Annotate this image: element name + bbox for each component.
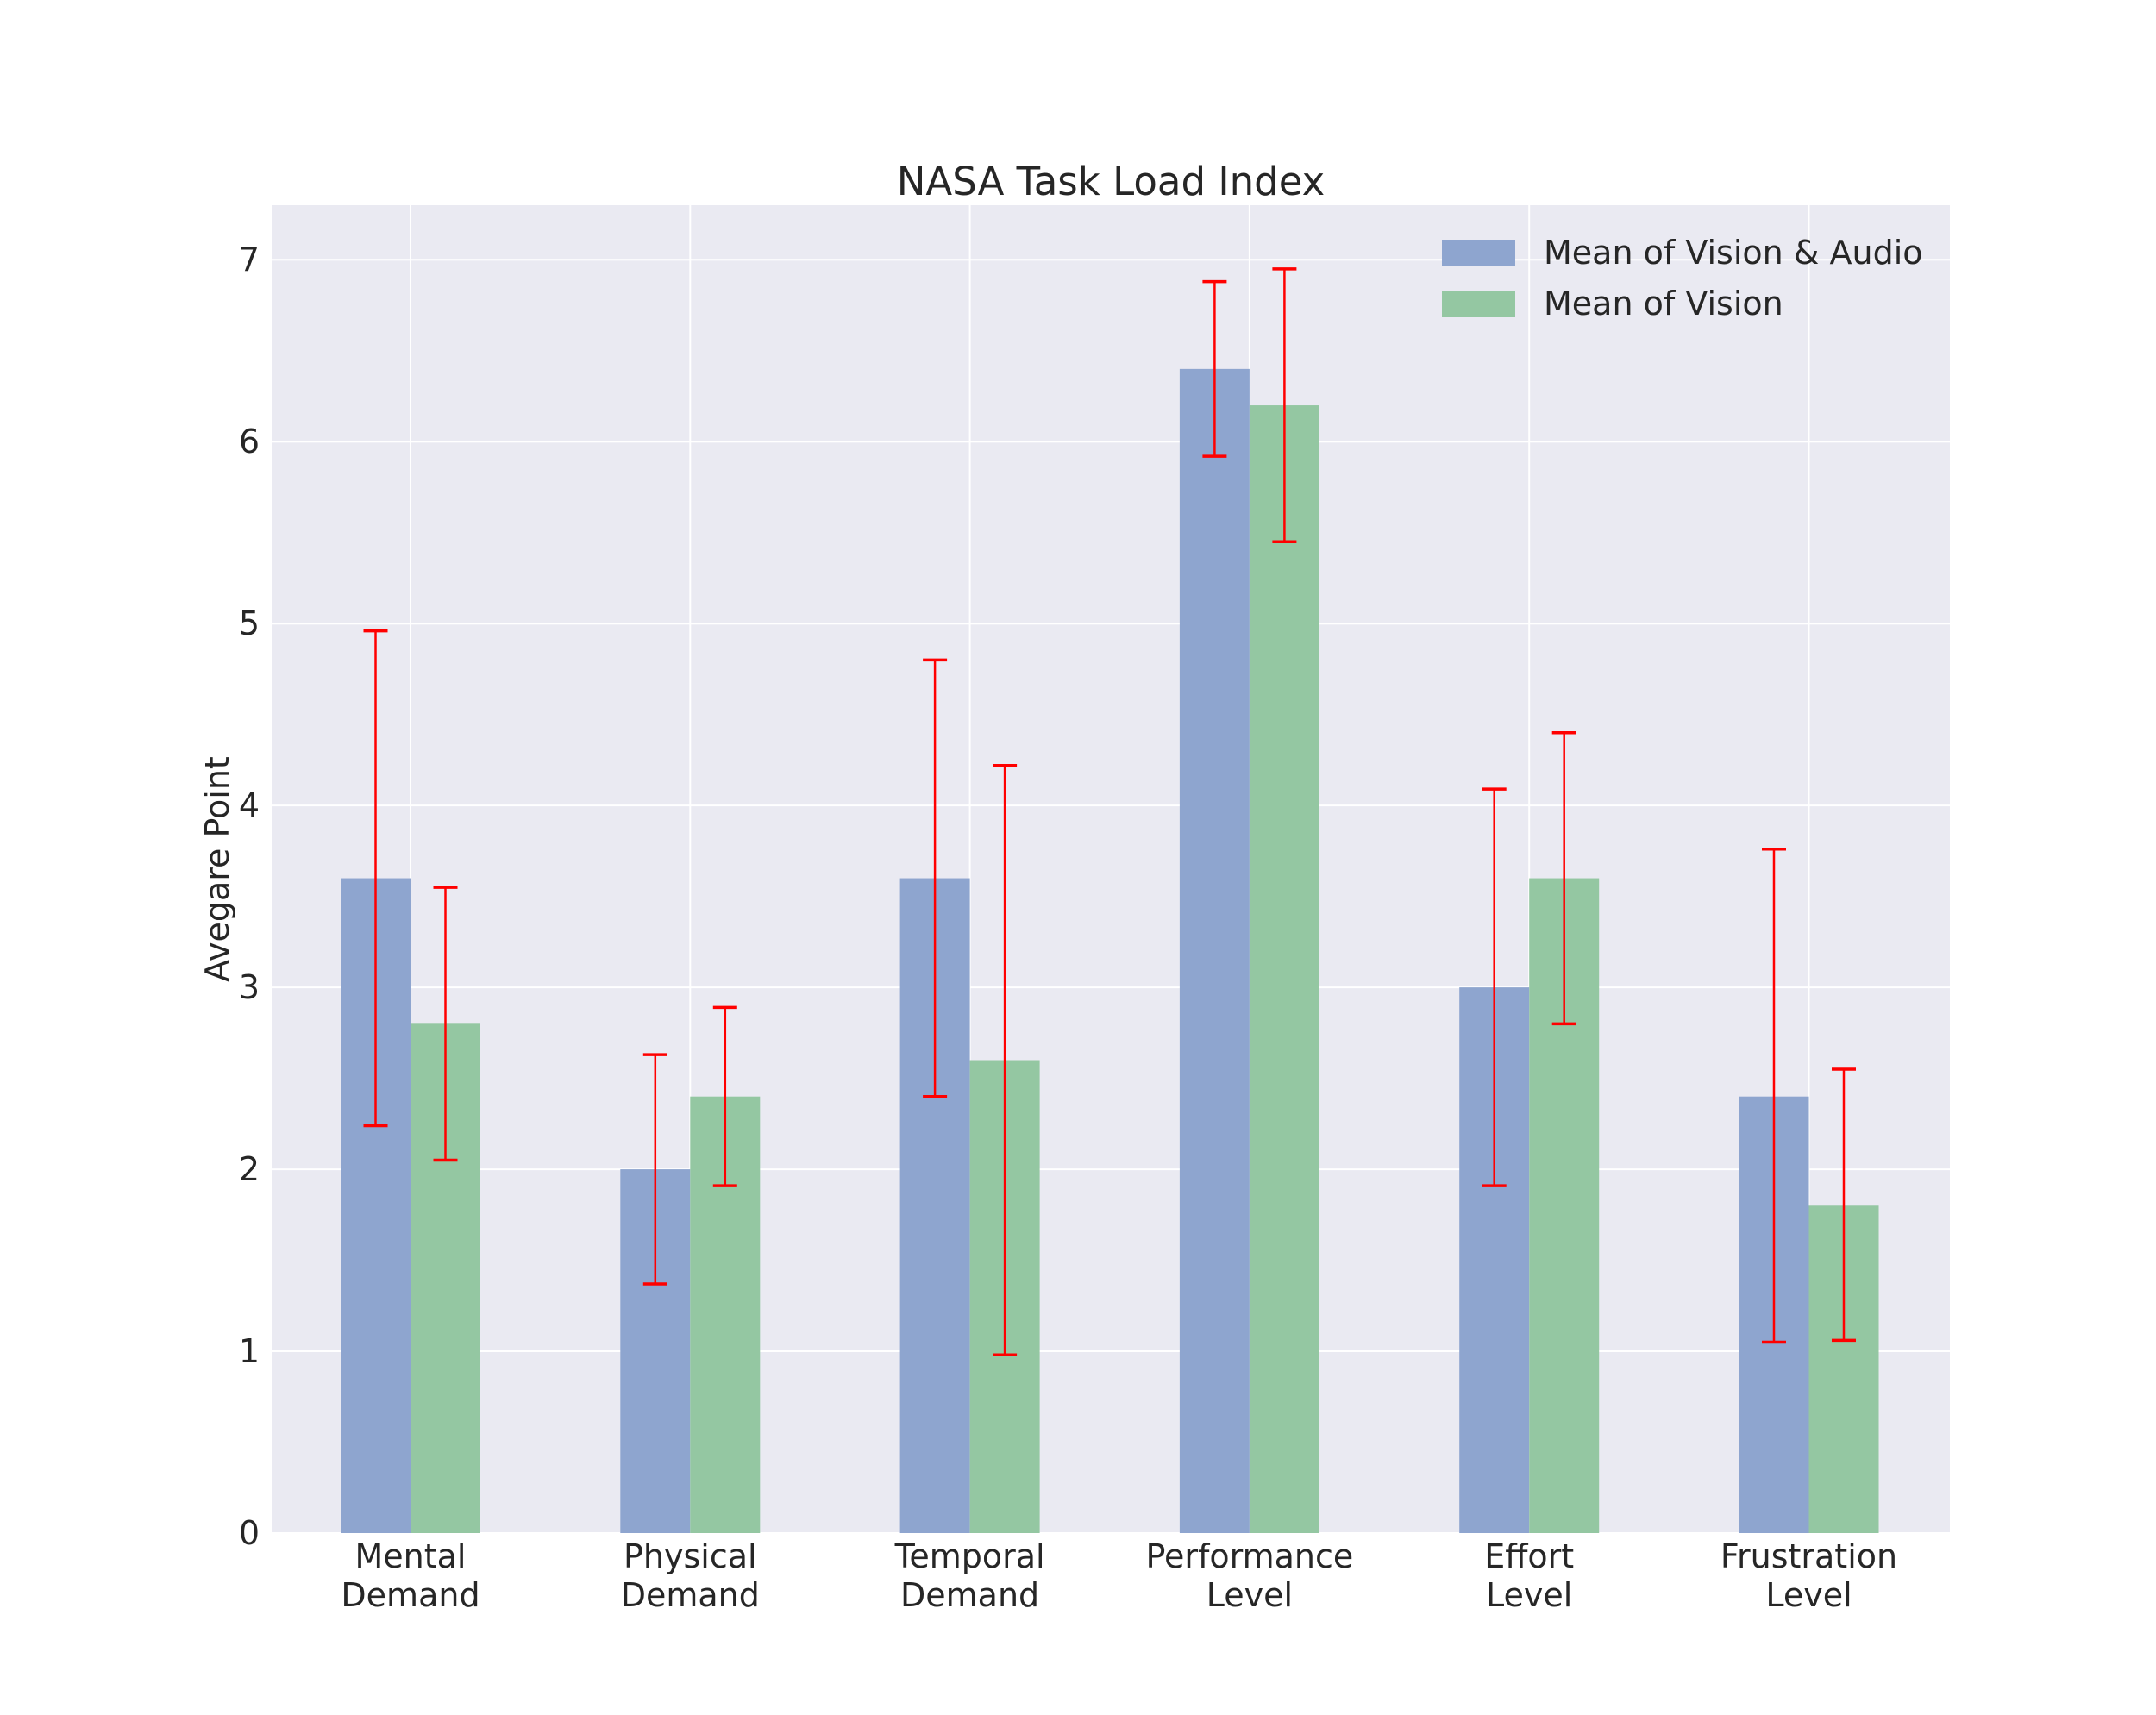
error-bar-vision-audio-3 <box>1202 279 1227 458</box>
error-bar-vision-0 <box>433 886 458 1162</box>
x-tick-label: Temporal Demand <box>894 1537 1045 1614</box>
x-tick-label: Performance Level <box>1145 1537 1353 1614</box>
error-bar-vision-3 <box>1272 267 1297 544</box>
legend: Mean of Vision & Audio Mean of Vision <box>1442 234 1923 322</box>
x-axis-ticks: Mental Demand Physical Demand Temporal Demand… <box>341 1537 1897 1614</box>
error-bar-vision-5 <box>1832 1067 1856 1343</box>
x-tick-label: Frustration Level <box>1720 1537 1897 1614</box>
y-tick-label: 2 <box>239 1150 260 1188</box>
legend-swatch <box>1442 291 1515 317</box>
error-bar-vision-audio-4 <box>1482 787 1507 1187</box>
y-tick-label: 3 <box>239 968 260 1006</box>
error-bar-vision-1 <box>712 1005 737 1187</box>
y-tick-label: 6 <box>239 422 260 460</box>
legend-label: Mean of Vision <box>1544 285 1783 322</box>
x-tick-label: Mental Demand <box>341 1537 479 1614</box>
legend-item-vision-audio: Mean of Vision & Audio <box>1442 234 1923 272</box>
error-bar-vision-audio-2 <box>923 658 948 1098</box>
error-bar-vision-4 <box>1551 731 1576 1026</box>
bars <box>341 368 1879 1533</box>
bar-vision-3 <box>1249 405 1319 1533</box>
y-tick-label: 5 <box>239 604 260 642</box>
y-tick-label: 7 <box>239 241 260 279</box>
plot-background <box>272 205 1950 1533</box>
legend-label: Mean of Vision & Audio <box>1544 234 1923 272</box>
y-tick-label: 4 <box>239 786 260 824</box>
chart-title: NASA Task Load Index <box>897 159 1326 204</box>
error-bar-vision-audio-1 <box>642 1053 667 1286</box>
bar-vision-audio-3 <box>1179 368 1250 1533</box>
error-bar-vision-audio-0 <box>363 629 388 1128</box>
y-tick-label: 1 <box>239 1332 260 1370</box>
x-tick-label: Effort Level <box>1484 1537 1574 1614</box>
error-bar-vision-audio-5 <box>1762 848 1786 1344</box>
error-bar-vision-2 <box>993 764 1018 1357</box>
y-axis-ticks: 0 1 2 3 4 5 6 7 <box>239 241 260 1552</box>
y-tick-label: 0 <box>239 1514 260 1552</box>
y-axis-label: Avegare Point <box>198 756 236 982</box>
error-bars <box>363 267 1856 1357</box>
legend-item-vision: Mean of Vision <box>1442 285 1783 322</box>
legend-swatch <box>1442 240 1515 266</box>
x-tick-label: Physical Demand <box>621 1537 760 1614</box>
